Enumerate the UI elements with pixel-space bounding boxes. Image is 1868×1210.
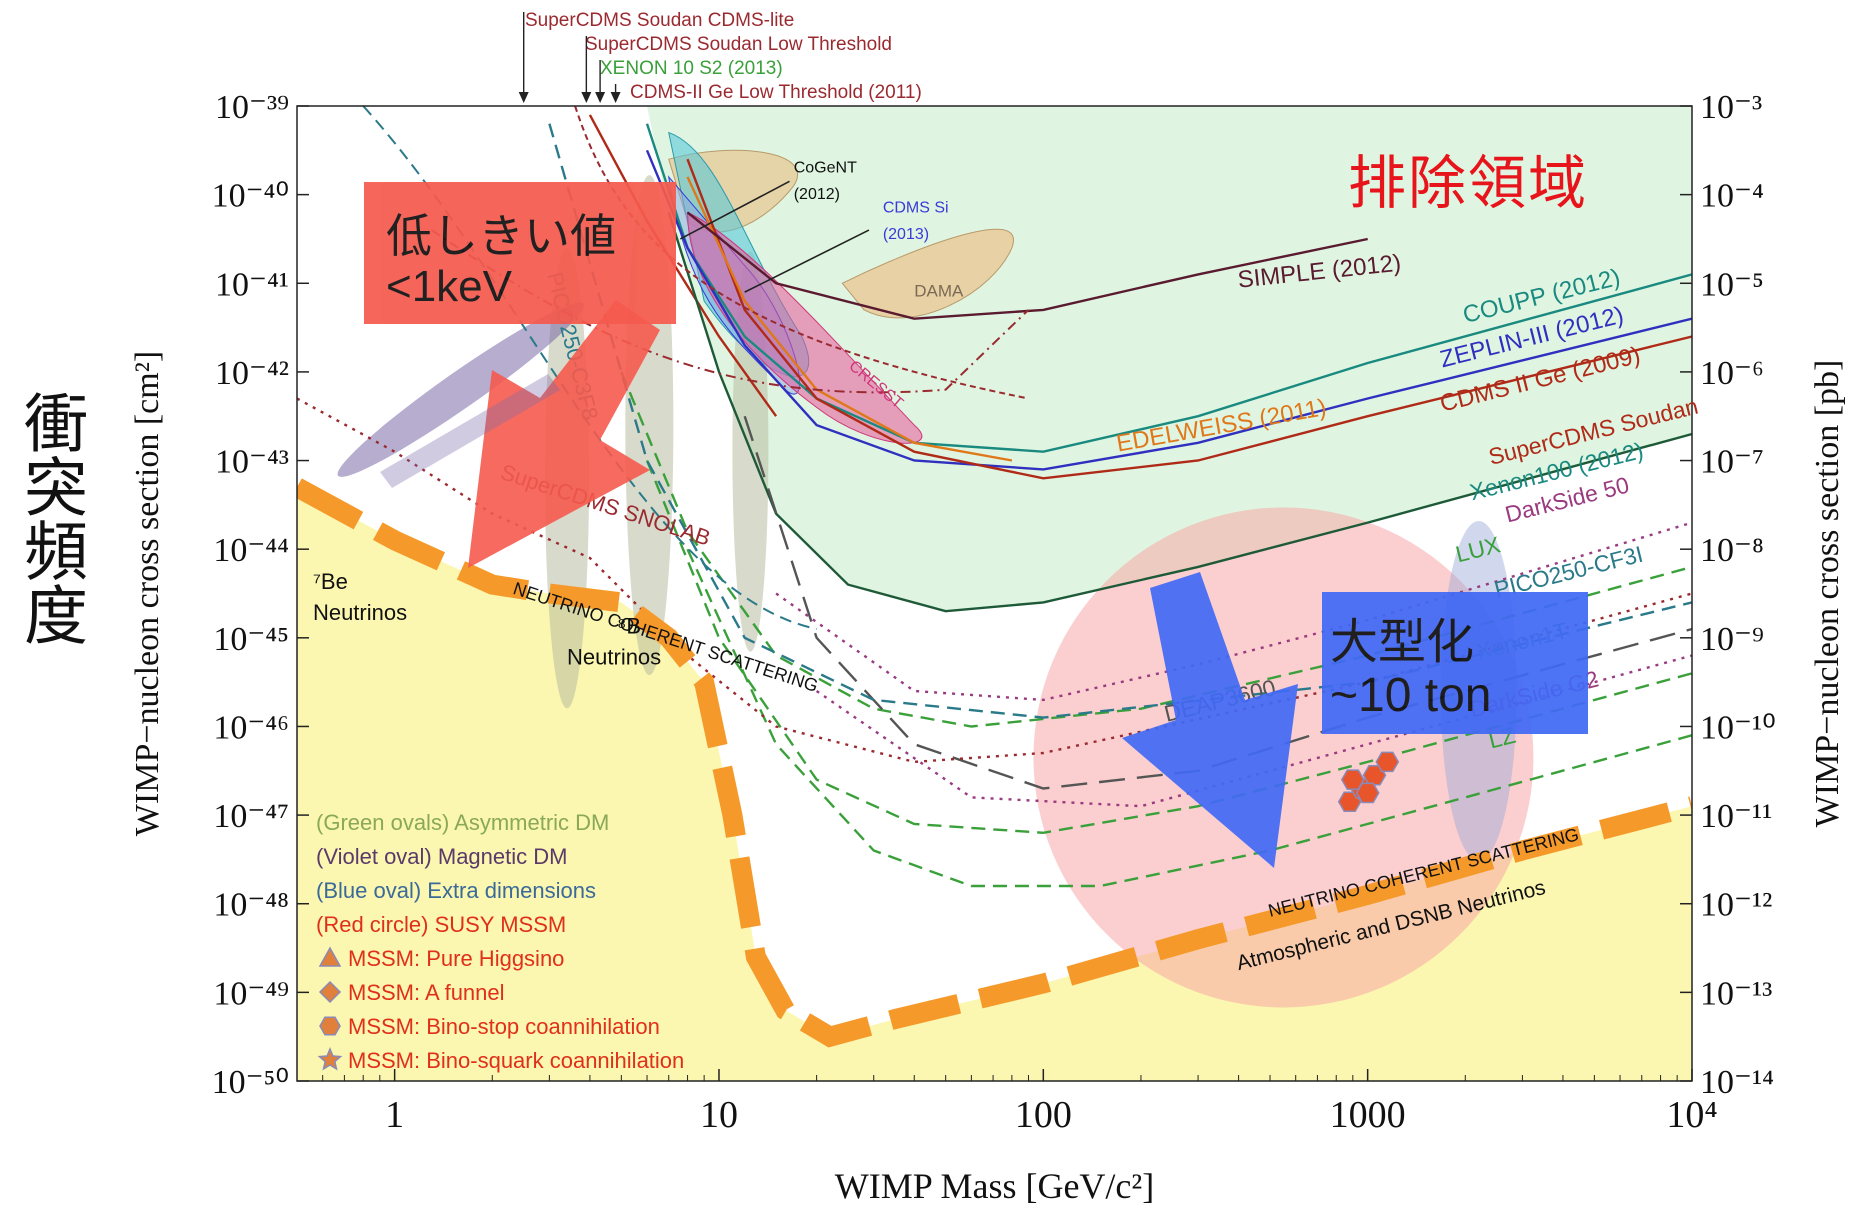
y-tick-label-left: 10⁻⁴⁶	[213, 709, 289, 746]
low-threshold-line1: 低しきい値	[386, 210, 616, 262]
y-axis-label-right: WIMP−nucleon cross section [pb]	[1809, 360, 1846, 828]
curve-label: Neutrinos	[567, 644, 661, 669]
y-tick-label-right: 10⁻⁹	[1700, 621, 1764, 658]
y-side-label: 衝突頻度	[15, 390, 87, 646]
y-axis-label-left: WIMP−nucleon cross section [cm²]	[129, 351, 166, 836]
x-tick-label: 10⁴	[1666, 1094, 1717, 1136]
y-tick-label-right: 10⁻¹¹	[1700, 798, 1772, 835]
y-tick-label-right: 10⁻⁶	[1700, 355, 1764, 392]
y-tick-label-right: 10⁻³	[1700, 89, 1762, 126]
curve-low-threshold	[574, 106, 1029, 400]
susy-marker	[1355, 782, 1380, 804]
low-threshold-box: 低しきい値 <1keV	[364, 182, 676, 324]
scale-up-arrow	[1122, 572, 1298, 868]
legend-entry: MSSM: Bino-stop coannihilation	[348, 1014, 660, 1039]
susy-marker	[1340, 769, 1365, 790]
cdms-si-pointer	[744, 229, 870, 293]
curve-zeplin-iii-2012-	[645, 149, 1692, 471]
y-tick-label-left: 10⁻⁴⁷	[213, 798, 289, 835]
legend-entry: MSSM: Bino-squark coannihilation	[348, 1048, 684, 1073]
legend-entry: (Green ovals) Asymmetric DM	[316, 810, 609, 835]
susy-marker	[1375, 751, 1400, 773]
neutrino-coherent-scattering-band	[297, 478, 1692, 1048]
y-tick-label-left: 10⁻⁵⁰	[212, 1064, 289, 1101]
curve-supercdms-soudan	[588, 114, 778, 417]
curve-label: CDMS Si	[883, 199, 949, 216]
legend-marker-diamond	[318, 980, 342, 1004]
curve-label: ⁸B	[617, 613, 641, 638]
curve-label: ⁷Be	[313, 569, 348, 594]
legend-entry: (Violet oval) Magnetic DM	[316, 844, 567, 869]
y-tick-label-left: 10⁻⁴¹	[215, 266, 289, 303]
x-tick-label: 1000	[1330, 1094, 1406, 1136]
legend-entry: MSSM: Pure Higgsino	[348, 946, 564, 971]
curve-label: (2012)	[794, 186, 840, 203]
curve-xenon100-2012-	[667, 212, 1692, 613]
top-label-arrowhead	[581, 92, 592, 103]
curve-label: DAMA	[914, 282, 964, 301]
y-tick-label-right: 10⁻⁵	[1700, 266, 1764, 303]
cogent-pointer	[679, 180, 790, 240]
legend-marker-star	[317, 1047, 343, 1071]
top-label: XENON 10 S2 (2013)	[600, 58, 783, 79]
top-label: SuperCDMS Soudan Low Threshold	[585, 34, 892, 55]
y-tick-label-right: 10⁻⁷	[1700, 444, 1764, 481]
y-tick-label-left: 10⁻⁴⁹	[213, 975, 289, 1012]
plot-frame	[296, 105, 1693, 1082]
curve-label: Neutrinos	[313, 600, 407, 625]
low-threshold-line2: <1keV	[386, 262, 512, 311]
y-tick-label-right: 10⁻⁴	[1700, 178, 1764, 215]
y-tick-label-right: 10⁻⁸	[1700, 532, 1764, 569]
curve-lz	[686, 548, 1692, 888]
top-label-arrowhead	[610, 92, 621, 103]
y-tick-label-right: 10⁻¹²	[1700, 887, 1772, 924]
y-tick-label-left: 10⁻⁴²	[215, 355, 289, 392]
top-label: SuperCDMS Soudan CDMS-lite	[525, 10, 794, 31]
x-tick-label: 10	[700, 1094, 738, 1136]
exclusion-region-label: 排除領域	[1348, 151, 1589, 216]
x-tick-label: 1	[385, 1094, 404, 1136]
legend-entry: (Red circle) SUSY MSSM	[316, 912, 566, 937]
scale-up-box: 大型化 ~10 ton	[1322, 592, 1588, 734]
scale-up-line1: 大型化	[1330, 616, 1475, 669]
legend-entry: (Blue oval) Extra dimensions	[316, 878, 596, 903]
y-tick-label-right: 10⁻¹⁰	[1700, 709, 1776, 746]
top-label-arrowhead	[518, 92, 529, 103]
y-tick-label-left: 10⁻⁴⁴	[213, 532, 289, 569]
y-tick-label-left: 10⁻⁴⁰	[212, 178, 289, 215]
top-label-arrowhead	[595, 92, 606, 103]
curve-lux	[620, 371, 1692, 728]
legend-marker-triangle	[318, 946, 342, 967]
low-threshold-arrow-shadow	[380, 374, 560, 488]
legend-marker-hexagon	[319, 1016, 341, 1036]
curve-cdms-ii-ge-2009-	[686, 158, 1692, 480]
top-label: CDMS-II Ge Low Threshold (2011)	[630, 82, 922, 103]
excluded-region	[297, 106, 1692, 612]
x-tick-label: 100	[1015, 1094, 1072, 1136]
y-tick-label-right: 10⁻¹⁴	[1700, 1064, 1774, 1101]
y-tick-label-left: 10⁻⁴⁵	[213, 621, 289, 658]
magnetic-dm-band	[337, 302, 585, 477]
y-tick-label-right: 10⁻¹³	[1700, 975, 1772, 1012]
curve-simple-2012-	[686, 211, 1368, 320]
y-tick-label-left: 10⁻³⁹	[215, 89, 289, 126]
scale-up-line2: ~10 ton	[1330, 669, 1492, 722]
low-threshold-arrow	[468, 300, 660, 568]
curve-label: CoGeNT	[794, 159, 857, 176]
y-tick-label-left: 10⁻⁴³	[215, 444, 289, 481]
curve-label: (2013)	[883, 226, 929, 243]
x-axis-label: WIMP Mass [GeV/c²]	[835, 1166, 1154, 1206]
y-tick-label-left: 10⁻⁴⁸	[213, 887, 289, 924]
legend-entry: MSSM: A funnel	[348, 980, 505, 1005]
curve-xenon1t	[645, 460, 1692, 835]
